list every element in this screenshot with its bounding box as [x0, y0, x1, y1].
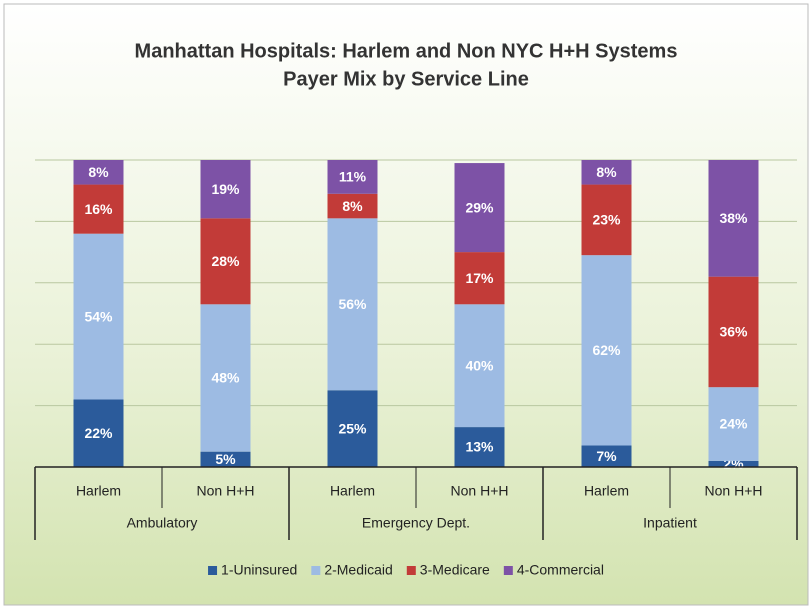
bar-segment: [708, 276, 759, 388]
x-tick-label: Harlem: [584, 483, 629, 499]
value-label: 56%: [338, 296, 367, 312]
legend-swatch: [208, 566, 218, 575]
legend-label: 2-Medicaid: [324, 562, 392, 578]
bar-segment: [327, 160, 378, 194]
bar-segment: [708, 460, 759, 467]
value-label: 40%: [465, 357, 494, 373]
group-label: Inpatient: [643, 515, 697, 531]
legend-label: 1-Uninsured: [221, 562, 297, 578]
bar-segment: [73, 160, 124, 185]
bar-segment: [200, 218, 251, 305]
value-label: 48%: [211, 370, 240, 386]
bar-segment: [200, 451, 251, 467]
value-label: 8%: [342, 198, 363, 214]
bar-segment: [327, 390, 378, 467]
bar-segment: [327, 193, 378, 219]
value-label: 5%: [215, 451, 236, 467]
legend-swatch: [503, 566, 513, 575]
x-tick-label: Harlem: [76, 483, 121, 499]
x-tick-label: Harlem: [330, 483, 375, 499]
bar-segment: [454, 252, 505, 305]
bar-segment: [581, 160, 632, 185]
x-tick-label: Non H+H: [197, 483, 255, 499]
value-label: 16%: [84, 201, 113, 217]
value-label: 36%: [719, 324, 748, 340]
value-label: 38%: [719, 210, 748, 226]
bar-segment: [708, 387, 759, 461]
value-label: 11%: [339, 169, 367, 185]
value-label: 28%: [211, 253, 240, 269]
bar-segment: [73, 399, 124, 467]
value-label: 19%: [211, 181, 240, 197]
bar-segment: [581, 184, 632, 256]
legend-swatch: [311, 566, 321, 575]
x-tick-label: Non H+H: [705, 483, 763, 499]
value-label: 62%: [592, 342, 621, 358]
legend-label: 3-Medicare: [420, 562, 490, 578]
group-label: Ambulatory: [127, 515, 198, 531]
bar-segment: [454, 427, 505, 467]
bar-segment: [200, 160, 251, 219]
legend-swatch: [406, 566, 416, 575]
bar-segment: [200, 304, 251, 452]
value-label: 8%: [88, 164, 109, 180]
bar-segment: [581, 255, 632, 446]
value-label: 25%: [338, 420, 367, 436]
bar-segment: [708, 160, 759, 277]
legend-label: 4-Commercial: [517, 562, 604, 578]
value-label: 7%: [596, 448, 617, 464]
value-label: 24%: [719, 416, 748, 432]
value-label: 17%: [465, 270, 494, 286]
chart-title: Manhattan Hospitals: Harlem and Non NYC …: [135, 40, 678, 62]
bar-segment: [73, 184, 124, 234]
value-label: 29%: [465, 199, 494, 215]
background: [3, 3, 809, 606]
group-label: Emergency Dept.: [362, 515, 470, 531]
value-label: 23%: [592, 212, 621, 228]
value-label: 54%: [84, 308, 113, 324]
x-tick-label: Non H+H: [451, 483, 509, 499]
chart-subtitle: Payer Mix by Service Line: [283, 68, 529, 90]
bar-segment: [581, 445, 632, 467]
value-label: 8%: [596, 164, 617, 180]
bar-segment: [73, 233, 124, 400]
value-label: 22%: [84, 425, 113, 441]
bar-segment: [327, 218, 378, 391]
value-label: 13%: [465, 439, 494, 455]
bar-segment: [454, 304, 505, 428]
bar-segment: [454, 163, 505, 253]
